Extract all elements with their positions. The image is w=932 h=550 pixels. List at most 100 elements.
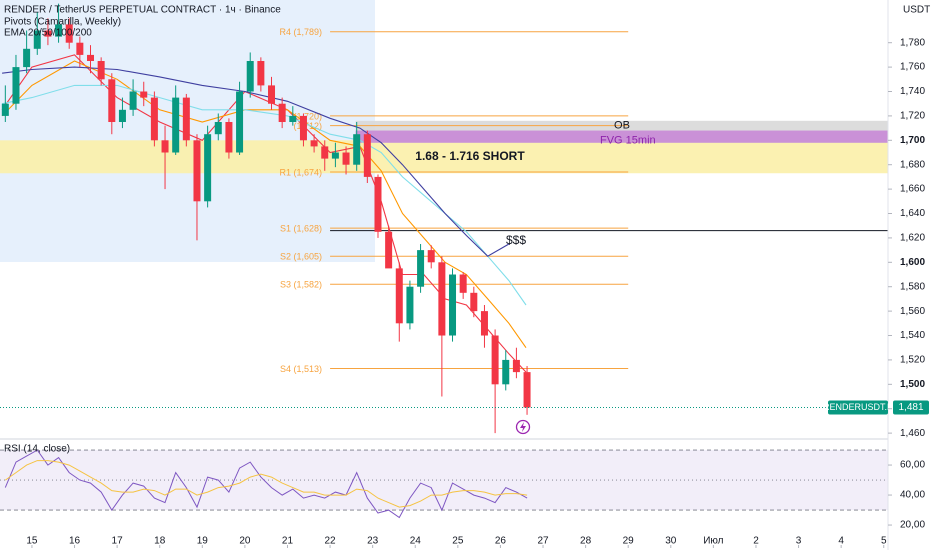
x-tick-label: 22 — [325, 536, 337, 547]
candle-body — [65, 24, 73, 43]
y-tick-label: 1,500 — [900, 379, 925, 390]
candle-body — [182, 97, 190, 141]
candle-body — [417, 250, 425, 287]
y-tick-label: 1,620 — [900, 233, 925, 244]
pivot-label: S1 (1,628) — [280, 224, 322, 234]
x-tick-label: 23 — [367, 536, 379, 547]
candle-body — [76, 42, 84, 55]
candle-body — [118, 109, 126, 123]
candle-body — [108, 79, 116, 123]
candle-body — [459, 274, 467, 293]
pivot-label: S4 (1,513) — [280, 364, 322, 374]
candle-body — [214, 122, 222, 135]
rsi-line — [4, 449, 528, 519]
candle-body — [33, 30, 41, 49]
candle-body — [512, 359, 520, 373]
x-tick-label: 17 — [112, 536, 124, 547]
symbol-label: RENDERUSDT.P — [823, 402, 893, 412]
y-tick-label: 1,780 — [900, 37, 925, 48]
rsi-line — [5, 460, 528, 508]
y-tick-label: 1,660 — [900, 184, 925, 195]
y-tick-label: 1,540 — [900, 330, 925, 341]
pivot-label: R1 (1,674) — [280, 167, 323, 177]
pivot-label: R4 (1,789) — [280, 27, 323, 37]
candle-body — [480, 311, 488, 336]
chart-title: RENDER / TetherUS PERPETUAL CONTRACT · 1… — [4, 5, 281, 16]
y-tick-label: 1,720 — [900, 111, 925, 122]
candle-body — [470, 292, 478, 312]
candle-body — [374, 176, 382, 232]
candle-body — [449, 274, 457, 336]
candle-body — [172, 97, 180, 153]
x-tick-label: 24 — [410, 536, 422, 547]
candle-body — [523, 372, 531, 408]
y-tick-label: 1,640 — [900, 208, 925, 219]
candle-body — [363, 134, 371, 177]
candle-body — [140, 91, 148, 98]
price-tag-label: 1,481 — [898, 402, 923, 413]
ema-line — [1, 60, 527, 349]
candle-body — [427, 250, 435, 263]
y-tick-label: 1,760 — [900, 62, 925, 73]
y-tick-label: 1,600 — [900, 257, 925, 268]
y-tick-label: 1,560 — [900, 306, 925, 317]
rsi-tick-label: 20,00 — [900, 520, 925, 531]
x-tick-label: 28 — [580, 536, 592, 547]
y-tick-label: 1,740 — [900, 86, 925, 97]
x-tick-label: 3 — [796, 536, 802, 547]
candle-body — [268, 85, 276, 104]
candle-body — [502, 359, 510, 385]
y-tick-label: 1,700 — [900, 135, 925, 146]
pivot-label: S2 (1,605) — [280, 252, 322, 262]
candle-body — [331, 152, 339, 159]
candle-body — [342, 152, 350, 165]
x-tick-label: 20 — [239, 536, 251, 547]
x-tick-label: 2 — [753, 536, 759, 547]
price-tag — [893, 400, 929, 415]
rsi-title: RSI (14, close) — [4, 444, 70, 455]
x-tick-label: 5 — [881, 536, 887, 547]
candle-body — [385, 231, 393, 269]
candle-body — [310, 140, 318, 147]
candle-body — [278, 103, 286, 123]
candle-body — [97, 61, 105, 80]
x-tick-label: 15 — [26, 536, 38, 547]
candle-body — [55, 24, 63, 37]
x-tick-label: 16 — [69, 536, 81, 547]
alert-bolt — [520, 422, 526, 432]
y-tick-label: 1,520 — [900, 355, 925, 366]
pivot-label: (1,712) — [294, 121, 323, 131]
pivot-label: S3 (1,582) — [280, 280, 322, 290]
zone — [0, 140, 888, 174]
liquidity-label: $$$ — [506, 233, 526, 247]
candle-body — [236, 91, 244, 153]
candle-body — [23, 48, 31, 68]
zone-label: OB — [614, 120, 630, 132]
candle-body — [395, 268, 403, 324]
candle-body — [87, 54, 95, 62]
candle-body — [438, 262, 446, 336]
candle-body — [225, 122, 233, 153]
y-tick-label: 1,680 — [900, 159, 925, 170]
x-tick-label: 19 — [197, 536, 209, 547]
y-tick-label: 1,460 — [900, 428, 925, 439]
candle-body — [289, 115, 297, 123]
candle-body — [12, 67, 20, 104]
candle-body — [129, 91, 137, 110]
rsi-tick-label: 40,00 — [900, 490, 925, 501]
candle-body — [161, 140, 169, 153]
x-tick-label: 21 — [282, 536, 294, 547]
symbol-tag — [828, 400, 888, 415]
candle-body — [1, 103, 9, 116]
candle-body — [44, 30, 52, 37]
candle-body — [406, 286, 414, 324]
x-tick-label: 27 — [537, 536, 549, 547]
currency: USDT — [903, 5, 930, 16]
rsi-tick-label: 60,00 — [900, 460, 925, 471]
x-tick-label: 29 — [623, 536, 635, 547]
candle-body — [321, 146, 329, 159]
x-tick-label: Июл — [703, 536, 723, 547]
candle-body — [150, 97, 158, 141]
indicator-label: EMA 20/50/100/200 — [4, 28, 92, 39]
